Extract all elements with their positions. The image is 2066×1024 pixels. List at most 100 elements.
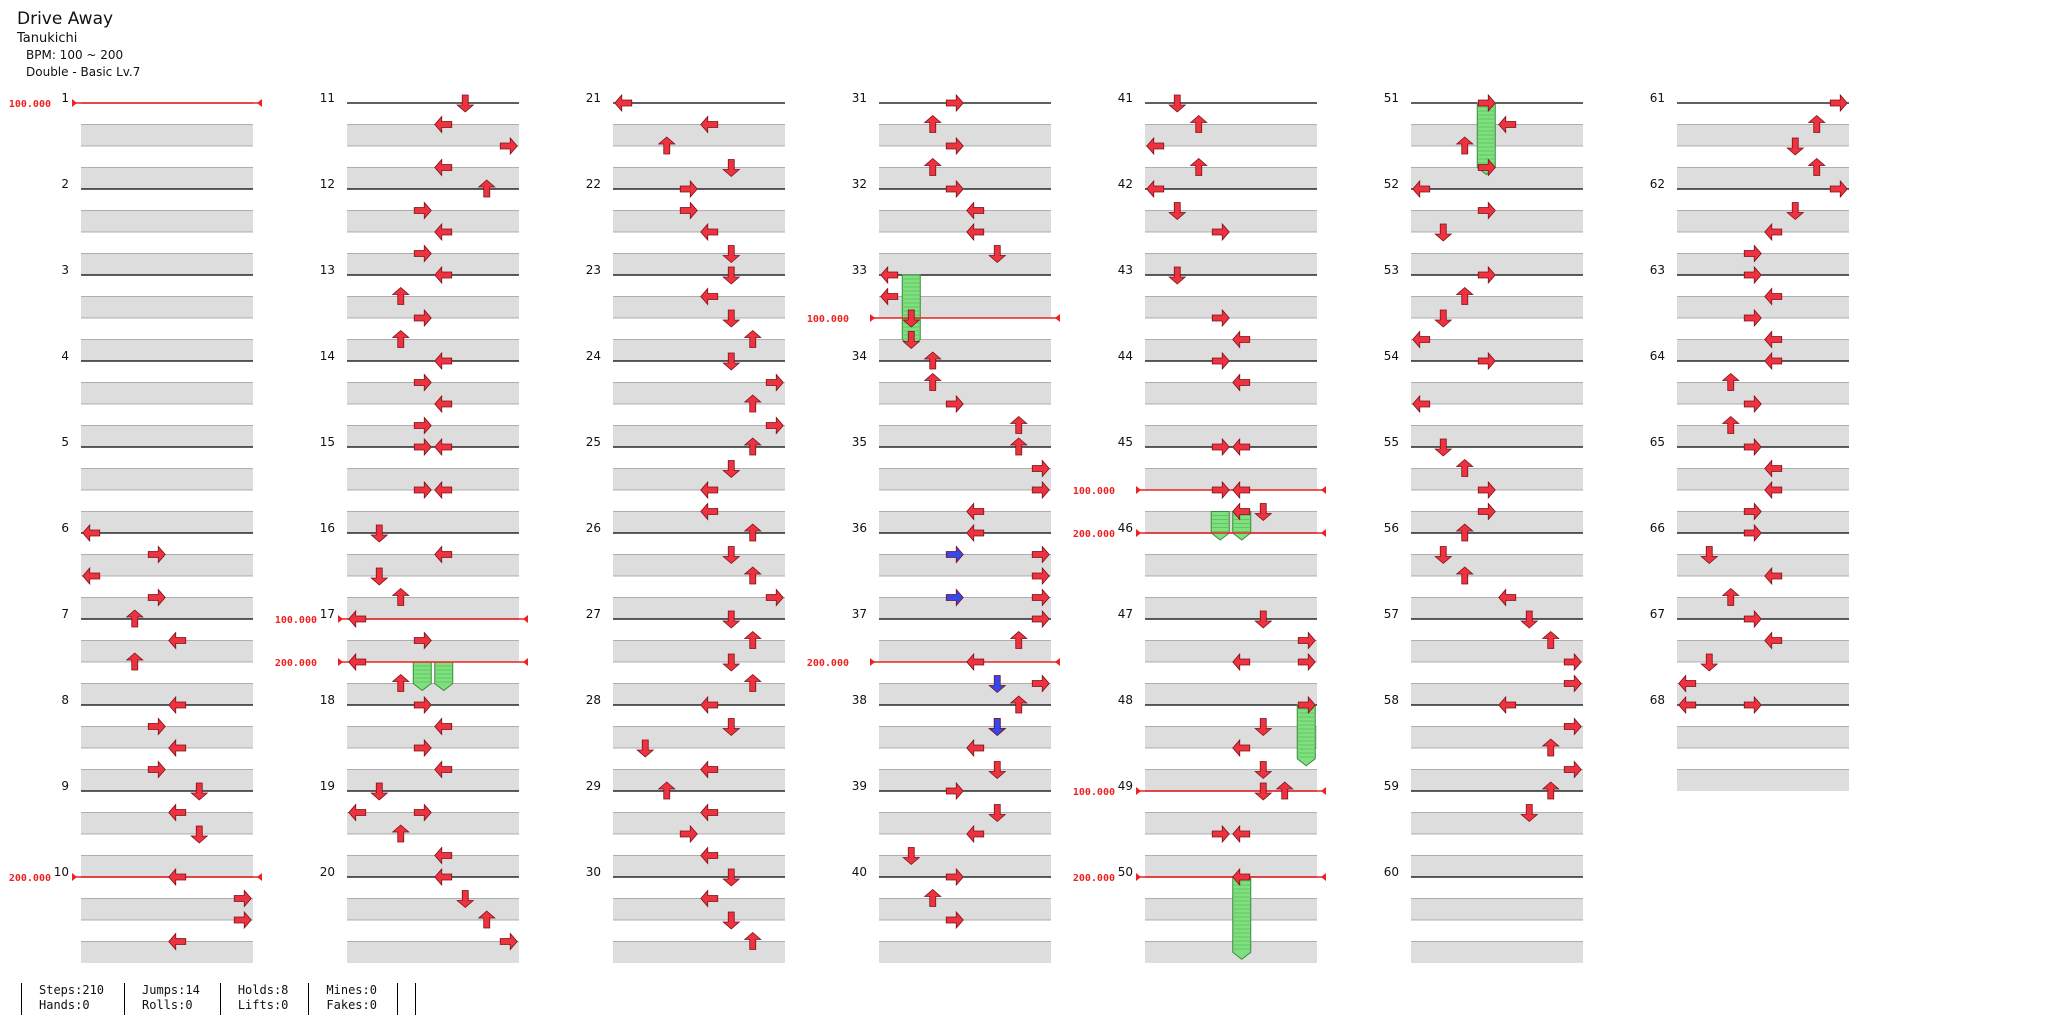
- measure-number: 23: [586, 263, 601, 277]
- beat-band: [1677, 210, 1849, 232]
- tap-arrow: [1009, 695, 1028, 714]
- beat-band: [879, 253, 1051, 275]
- measure-number: 12: [320, 177, 335, 191]
- tap-arrow: [413, 631, 432, 650]
- tap-arrow: [743, 566, 762, 585]
- tap-arrow: [456, 890, 475, 909]
- measure-52: 52: [1384, 177, 1583, 275]
- tap-arrow: [743, 437, 762, 456]
- beat-band: [347, 812, 519, 834]
- beat-band: [879, 683, 1051, 705]
- measure-number: 9: [61, 779, 69, 793]
- beat-band: [1677, 554, 1849, 576]
- hold-note: [434, 661, 454, 692]
- measure-number: 19: [320, 779, 335, 793]
- beat-band: [879, 167, 1051, 189]
- beat-band: [1411, 296, 1583, 318]
- tap-arrow: [923, 351, 942, 370]
- measure-number: 45: [1118, 435, 1133, 449]
- tap-arrow: [168, 867, 187, 887]
- tap-arrow: [1031, 566, 1050, 586]
- tap-arrow: [966, 824, 985, 844]
- tap-arrow: [700, 480, 719, 500]
- beat-band: [613, 898, 785, 920]
- tap-arrow: [1721, 372, 1740, 391]
- beat-band: [879, 382, 1051, 404]
- beat-band: [1145, 210, 1317, 232]
- tap-arrow: [722, 266, 741, 285]
- tap-arrow: [722, 718, 741, 737]
- hold-note: [1232, 876, 1252, 960]
- tap-arrow: [1434, 438, 1453, 457]
- measure-23: 23: [586, 263, 785, 361]
- tap-arrow: [657, 136, 676, 155]
- beat-band: [613, 769, 785, 791]
- measure-28: 28: [586, 693, 785, 791]
- beat-band: [1677, 167, 1849, 189]
- tap-arrow: [1721, 587, 1740, 606]
- measure-number: 21: [586, 91, 601, 105]
- tap-arrow: [1455, 566, 1474, 585]
- measure-number: 4: [61, 349, 69, 363]
- tap-arrow: [434, 222, 453, 242]
- beat-band: [1145, 726, 1317, 748]
- beat-band: [347, 468, 519, 490]
- tap-arrow: [722, 159, 741, 178]
- measure-5: 5: [61, 435, 253, 533]
- measure-number: 40: [852, 865, 867, 879]
- tap-arrow: [391, 286, 410, 305]
- measure-number: 34: [852, 349, 867, 363]
- blue-arrow: [988, 718, 1007, 737]
- beat-band: [81, 511, 253, 533]
- tap-arrow: [1146, 136, 1165, 156]
- measure-14: 14: [320, 349, 519, 447]
- measure-number: 52: [1384, 177, 1399, 191]
- hold-note: [1296, 704, 1316, 767]
- beat-band: [879, 339, 1051, 361]
- beat-band: [81, 253, 253, 275]
- beat-band: [1145, 640, 1317, 662]
- tap-arrow: [477, 179, 496, 198]
- tap-arrow: [499, 136, 518, 156]
- measure-number: 44: [1118, 349, 1133, 363]
- step-chart: 1234567891011121314151617181920212223242…: [9, 91, 1849, 963]
- beat-band: [1411, 726, 1583, 748]
- tap-arrow: [945, 179, 964, 199]
- beat-band: [1411, 769, 1583, 791]
- stat-end-divider: [396, 983, 416, 1015]
- song-header: Drive Away Tanukichi BPM: 100 ~ 200 Doub…: [17, 8, 140, 81]
- measure-number: 37: [852, 607, 867, 621]
- beat-band: [1677, 726, 1849, 748]
- tap-arrow: [391, 673, 410, 692]
- beat-band: [1145, 769, 1317, 791]
- beat-band: [1411, 468, 1583, 490]
- measure-number: 53: [1384, 263, 1399, 277]
- tap-arrow: [125, 652, 144, 671]
- beat-band: [1145, 812, 1317, 834]
- tap-arrow: [1477, 480, 1496, 500]
- measure-number: 14: [320, 349, 335, 363]
- tap-arrow: [743, 329, 762, 348]
- beat-band: [879, 812, 1051, 834]
- measure-17: 17: [320, 607, 519, 705]
- tap-arrow: [1211, 437, 1230, 457]
- beat-band: [1677, 640, 1849, 662]
- tap-arrow: [1412, 179, 1431, 199]
- measure-number: 63: [1650, 263, 1665, 277]
- tap-arrow: [168, 803, 187, 822]
- tap-arrow: [1031, 674, 1050, 693]
- tap-arrow: [1297, 695, 1316, 715]
- beat-band: [1145, 855, 1317, 877]
- tap-arrow: [1700, 546, 1719, 565]
- measure-number: 27: [586, 607, 601, 621]
- tap-arrow: [902, 847, 921, 866]
- beat-band: [1145, 382, 1317, 404]
- measure-number: 62: [1650, 177, 1665, 191]
- beat-band: [81, 554, 253, 576]
- beat-band: [879, 597, 1051, 619]
- tap-arrow: [1031, 545, 1050, 564]
- bpm-change-label: 100.000: [275, 615, 317, 626]
- tap-arrow: [1477, 201, 1496, 220]
- measure-number: 60: [1384, 865, 1399, 879]
- tap-arrow: [1743, 265, 1762, 285]
